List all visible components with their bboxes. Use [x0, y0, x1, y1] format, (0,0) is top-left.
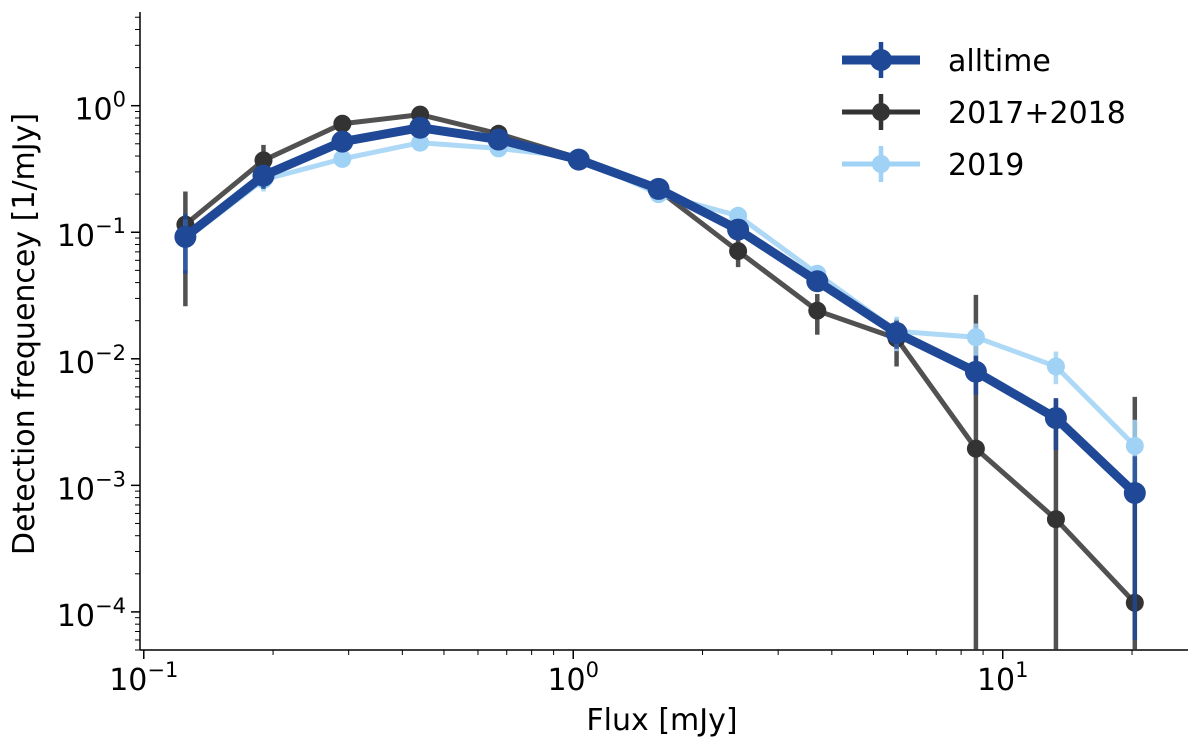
data-point	[727, 218, 750, 241]
data-point	[885, 321, 908, 344]
data-point	[806, 270, 829, 293]
y-axis-label: Detection frequencey [1/mJy]	[7, 113, 42, 555]
data-point	[808, 301, 827, 320]
legend-item-alltime: alltime	[842, 42, 1051, 79]
y-tick-label-4: 100	[74, 88, 126, 128]
series-2017-2018	[176, 105, 1144, 650]
legend-swatch-marker	[870, 49, 892, 71]
x-tick-label-2: 101	[977, 658, 1029, 698]
y-tick-label-3: 10−1	[57, 214, 126, 254]
legend-item-2017-2018: 2017+2018	[842, 94, 1126, 131]
data-point	[331, 130, 354, 153]
data-point	[1046, 357, 1065, 376]
y-tick-label-0: 10−4	[57, 594, 126, 634]
x-axis-label: Flux [mJy]	[586, 703, 737, 738]
data-point	[174, 225, 197, 248]
y-tick-label-2: 10−2	[57, 341, 126, 381]
data-point	[567, 148, 590, 171]
series-layer	[174, 105, 1146, 650]
data-point	[1046, 510, 1065, 529]
data-point	[1123, 482, 1146, 505]
data-point	[333, 149, 352, 168]
data-point	[647, 177, 670, 200]
legend-label-alltime: alltime	[948, 44, 1051, 79]
data-point	[487, 128, 510, 151]
data-point	[966, 328, 985, 347]
series-alltime	[174, 116, 1146, 640]
legend-swatch-marker	[872, 103, 890, 121]
data-point	[333, 114, 352, 133]
y-tick-label-1: 10−3	[57, 467, 126, 507]
data-point	[411, 133, 430, 152]
data-point	[1125, 436, 1144, 455]
data-point	[252, 164, 275, 187]
legend-label-2019: 2019	[948, 148, 1024, 183]
data-point	[1044, 407, 1067, 430]
legend-swatch-marker	[872, 155, 890, 173]
legend: alltime 2017+2018 2019	[842, 42, 1126, 183]
data-point	[966, 439, 985, 458]
x-tick-label-0: 10−1	[109, 658, 178, 698]
data-point	[409, 116, 432, 139]
legend-label-2017-2018: 2017+2018	[948, 96, 1126, 131]
data-point	[729, 242, 748, 261]
legend-item-2019: 2019	[842, 146, 1024, 183]
x-tick-label-1: 100	[547, 658, 599, 698]
data-point	[254, 151, 273, 170]
axes: 10−1 100 101 10−4 10−3 10−2 10−1 100	[57, 12, 1188, 698]
data-point	[964, 360, 987, 383]
